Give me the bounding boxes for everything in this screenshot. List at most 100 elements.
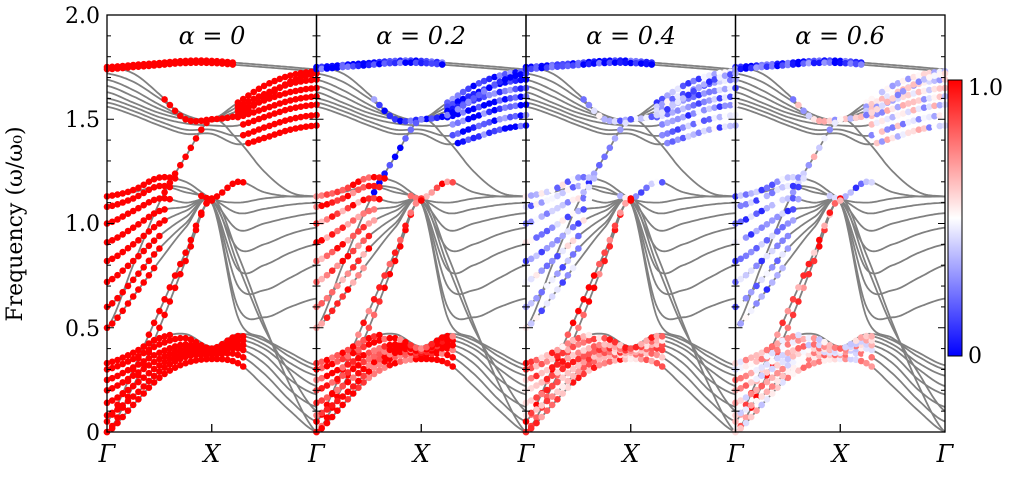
mode-dot	[171, 175, 179, 182]
mode-dot	[119, 413, 126, 421]
mode-dot	[920, 76, 928, 83]
mode-dot	[789, 195, 797, 202]
mode-dot	[795, 345, 802, 352]
mode-dot	[150, 319, 158, 327]
mode-dot	[575, 307, 582, 315]
mode-dot	[559, 63, 566, 70]
mode-dot	[281, 90, 289, 97]
mode-dot	[365, 207, 373, 215]
mode-dot	[795, 183, 802, 191]
mode-dot	[643, 60, 650, 68]
mode-dot	[198, 192, 205, 200]
colorbar-tick-high: 1.0	[968, 76, 1003, 101]
mode-dot	[706, 116, 713, 123]
mode-dot	[653, 351, 661, 359]
mode-dot	[826, 356, 834, 363]
mode-dot	[339, 372, 347, 380]
mode-dot	[643, 114, 650, 122]
mode-dot	[564, 257, 572, 265]
mode-dot	[543, 397, 551, 405]
mode-dot	[606, 243, 614, 250]
mode-dot	[302, 77, 310, 84]
mode-dot	[108, 397, 116, 404]
mode-dot	[129, 372, 137, 380]
mode-dot	[124, 300, 132, 307]
mode-dot	[753, 375, 760, 383]
mode-dot	[758, 364, 765, 371]
mode-dot	[486, 100, 493, 107]
mode-dot	[486, 75, 493, 83]
mode-dot	[747, 402, 755, 409]
mode-dot	[323, 401, 331, 409]
mode-dot	[370, 182, 378, 190]
mode-dot	[857, 334, 865, 341]
mode-dot	[318, 275, 326, 283]
mode-dot	[334, 300, 341, 307]
mode-dot	[171, 272, 179, 279]
mode-dot	[580, 333, 587, 340]
mode-dot	[140, 349, 147, 357]
mode-dot	[344, 396, 352, 403]
mode-dot	[407, 209, 415, 216]
mode-dot	[763, 388, 771, 396]
mode-dot	[334, 262, 341, 270]
mode-dot	[585, 345, 593, 352]
mode-dot	[617, 342, 624, 349]
mode-dot	[779, 319, 786, 327]
mode-dot	[355, 178, 362, 185]
mode-dot	[664, 139, 671, 147]
mode-dot	[905, 75, 912, 83]
mode-dot	[753, 352, 760, 359]
mode-dot	[119, 360, 126, 368]
mode-dot	[297, 124, 305, 131]
mode-dot	[554, 192, 561, 200]
mode-dot	[370, 347, 378, 354]
mode-dot	[548, 364, 556, 371]
mode-dot	[753, 407, 760, 415]
mode-dot	[171, 107, 179, 115]
mode-dot	[355, 186, 362, 194]
mode-dot	[548, 293, 556, 300]
mode-dot	[192, 118, 200, 125]
mode-dot	[800, 175, 807, 182]
mode-dot	[664, 119, 671, 127]
mode-dot	[805, 341, 813, 349]
mode-dot	[700, 90, 708, 97]
mode-dot	[884, 98, 891, 106]
mode-dot	[381, 107, 388, 115]
mode-dot	[208, 345, 216, 352]
mode-dot	[245, 119, 252, 127]
mode-dot	[475, 133, 483, 140]
band-line	[315, 199, 527, 423]
mode-dot	[370, 206, 378, 213]
mode-dot	[391, 249, 399, 256]
mode-dot	[758, 349, 765, 357]
mode-dot	[376, 183, 383, 191]
mode-dot	[156, 182, 163, 190]
mode-dot	[742, 414, 750, 421]
mode-dot	[789, 173, 797, 181]
mode-dot	[637, 355, 645, 363]
mode-dot	[936, 85, 944, 92]
mode-dot	[894, 133, 902, 140]
mode-dot	[564, 228, 572, 235]
mode-dot	[355, 362, 362, 369]
mode-dot	[601, 249, 608, 256]
mode-dot	[868, 346, 875, 354]
mode-dot	[685, 112, 692, 119]
mode-dot	[926, 74, 933, 81]
mode-dot	[564, 242, 572, 250]
mode-dot	[156, 355, 163, 363]
mode-dot	[334, 386, 341, 394]
mode-dot	[360, 379, 367, 386]
mode-dot	[931, 112, 938, 120]
mode-dot	[622, 344, 629, 352]
mode-dot	[533, 191, 540, 198]
mode-dot	[182, 257, 189, 265]
mode-dot	[140, 383, 147, 390]
mode-dot	[742, 314, 750, 322]
mode-dot	[339, 349, 347, 357]
mode-dot	[554, 286, 561, 293]
mode-dot	[376, 345, 383, 352]
mode-dot	[334, 352, 341, 359]
